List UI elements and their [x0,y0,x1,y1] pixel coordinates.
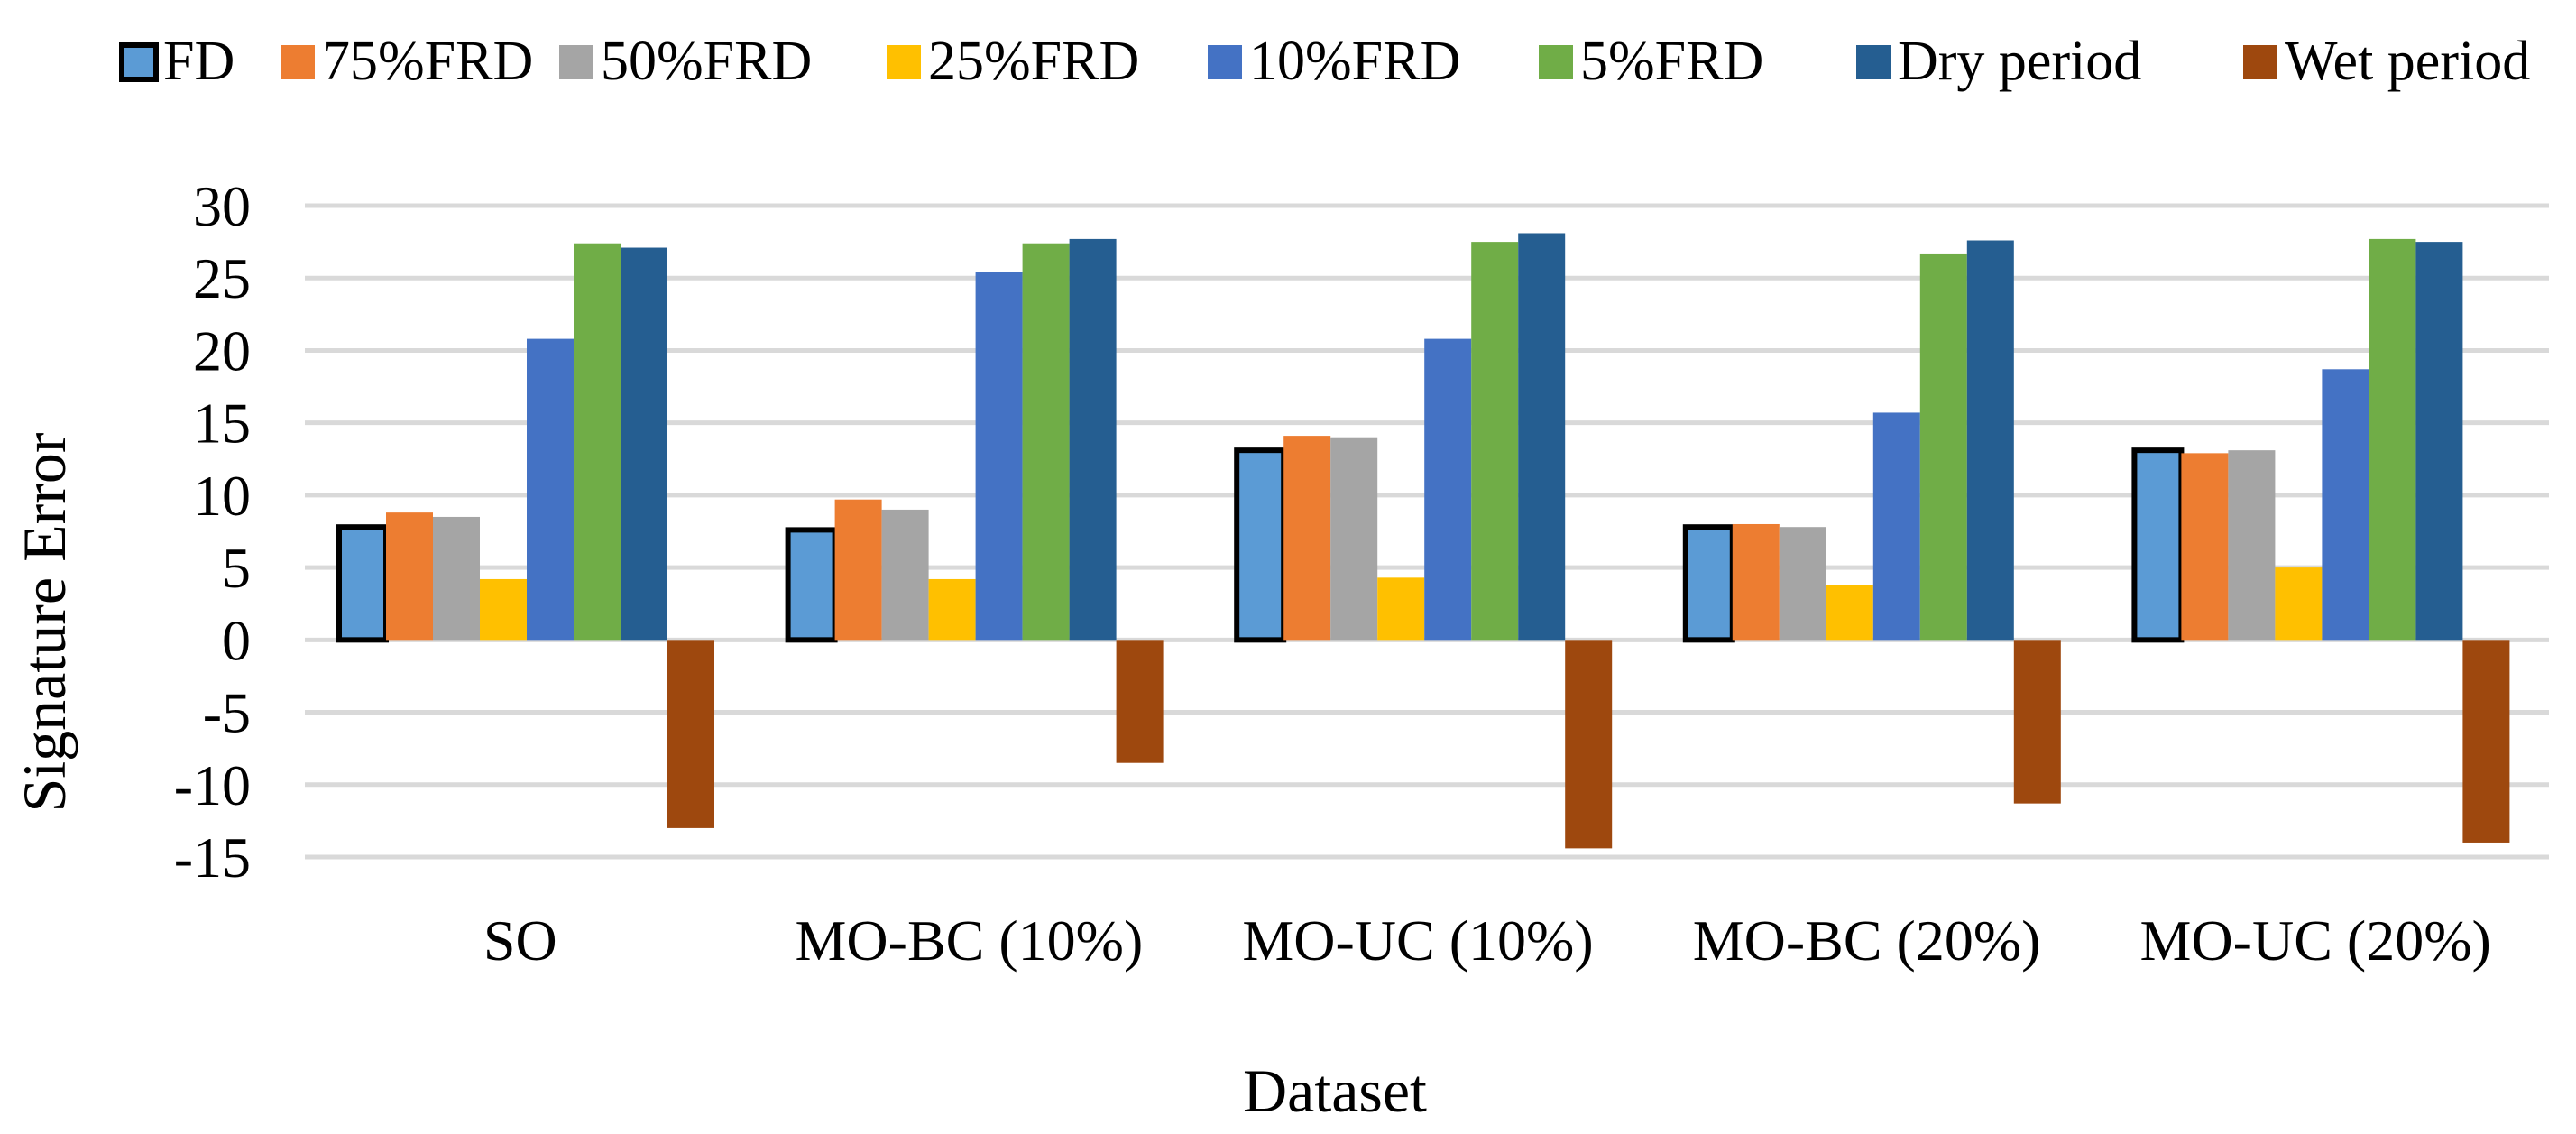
y-tick-label: -5 [203,681,251,745]
bar-wet-period-so [667,640,714,828]
bar-10pctfrd-mo-uc-20pct [2322,369,2369,641]
legend-swatch-wet-period [2243,45,2277,79]
y-tick-label: 30 [193,174,251,238]
bar-5pctfrd-mo-uc-20pct [2369,238,2416,641]
legend-label-fd: FD [163,31,235,92]
y-tick-label: 10 [193,464,251,528]
bar-10pctfrd-mo-bc-20pct [1872,412,1920,641]
bar-25pctfrd-mo-uc-20pct [2275,567,2323,641]
legend-item-25pctfrd: 25%FRD [887,31,1139,92]
legend-swatch-25pctfrd [887,45,921,79]
bar-75pctfrd-mo-bc-20pct [1732,523,1780,641]
x-axis-ticks: SO MO-BC (10%) MO-UC (10%) MO-BC (20%) MO-UC… [483,908,2491,973]
x-tick-label-mo-bc-10pct: MO-BC (10%) [796,908,1144,973]
bar-dry-period-so [621,247,667,641]
legend-label-dry-period: Dry period [1898,31,2141,92]
bar-10pctfrd-so [527,338,574,641]
legend-item-wet-period: Wet period [2243,31,2530,92]
legend-item-75pctfrd: 75%FRD [281,31,533,92]
y-tick-label: 0 [222,608,251,672]
bar-fd-mo-bc-20pct [1682,524,1735,643]
y-tick-label: -10 [174,753,251,817]
bar-50pctfrd-mo-bc-10pct [881,509,929,641]
legend-item-dry-period: Dry period [1856,31,2141,92]
bars [336,233,2510,849]
bar-wet-period-mo-bc-20pct [2013,640,2061,804]
x-tick-label-so: SO [483,908,557,973]
bar-5pctfrd-mo-bc-20pct [1919,253,1967,641]
bar-50pctfrd-mo-uc-20pct [2228,450,2276,641]
legend-swatch-75pctfrd [281,45,315,79]
bar-25pctfrd-mo-uc-10pct [1377,577,1425,641]
bar-fd-mo-uc-20pct [2131,447,2185,643]
bar-50pctfrd-mo-bc-20pct [1779,527,1826,641]
y-tick-label: 5 [222,536,251,600]
x-tick-label-mo-bc-20pct: MO-BC (20%) [1693,908,2041,973]
bar-5pctfrd-mo-bc-10pct [1022,243,1070,641]
legend-label-wet-period: Wet period [2285,31,2530,92]
y-tick-label: 25 [193,246,251,310]
legend-label-10pctfrd: 10%FRD [1249,31,1460,92]
x-axis-label: Dataset [1243,1056,1427,1125]
bar-75pctfrd-so [386,512,433,641]
bar-wet-period-mo-bc-10pct [1116,640,1164,763]
legend-label-25pctfrd: 25%FRD [928,31,1139,92]
bar-fd-mo-uc-10pct [1234,447,1287,643]
bar-50pctfrd-mo-uc-10pct [1330,437,1378,641]
bar-75pctfrd-mo-bc-10pct [834,499,882,641]
legend-swatch-fd [119,42,159,82]
legend-swatch-dry-period [1856,45,1891,79]
legend-item-fd: FD [119,31,235,92]
bar-dry-period-mo-bc-10pct [1069,238,1117,641]
bar-fd-so [336,524,389,643]
legend-label-50pctfrd: 50%FRD [601,31,812,92]
legend-item-50pctfrd: 50%FRD [559,31,812,92]
bar-dry-period-mo-bc-20pct [1966,240,2014,641]
bar-dry-period-mo-uc-10pct [1518,233,1566,641]
bar-dry-period-mo-uc-20pct [2415,242,2463,641]
bar-10pctfrd-mo-uc-10pct [1424,338,1472,641]
bar-25pctfrd-so [480,578,527,641]
bar-75pctfrd-mo-uc-20pct [2181,453,2229,641]
bar-75pctfrd-mo-uc-10pct [1283,436,1331,641]
y-axis-label: Signature Error [10,432,78,812]
y-tick-label: 15 [193,392,251,456]
y-axis-ticks: 30 25 20 15 10 5 0 -5 -10 -15 [174,174,251,890]
legend-swatch-50pctfrd [559,45,593,79]
legend-item-5pctfrd: 5%FRD [1539,31,1763,92]
legend: FD 75%FRD 50%FRD 25%FRD 10%FRD 5%FRD Dry perio… [119,31,2530,92]
bar-fd-mo-bc-10pct [785,527,838,643]
x-tick-label-mo-uc-10pct: MO-UC (10%) [1242,908,1593,973]
bar-10pctfrd-mo-bc-10pct [975,272,1023,641]
bar-5pctfrd-so [574,243,621,641]
y-tick-label: 20 [193,318,251,383]
legend-item-10pctfrd: 10%FRD [1208,31,1460,92]
bar-25pctfrd-mo-bc-10pct [928,578,976,641]
legend-swatch-10pctfrd [1208,45,1242,79]
y-tick-label: -15 [174,825,251,890]
bar-25pctfrd-mo-bc-20pct [1826,585,1873,641]
legend-label-75pctfrd: 75%FRD [322,31,533,92]
bar-wet-period-mo-uc-10pct [1565,640,1613,849]
legend-swatch-5pctfrd [1539,45,1573,79]
legend-label-5pctfrd: 5%FRD [1580,31,1763,92]
bar-wet-period-mo-uc-20pct [2462,640,2510,843]
bar-5pctfrd-mo-uc-10pct [1471,242,1519,641]
x-tick-label-mo-uc-20pct: MO-UC (20%) [2140,908,2491,973]
bar-50pctfrd-so [433,516,480,641]
